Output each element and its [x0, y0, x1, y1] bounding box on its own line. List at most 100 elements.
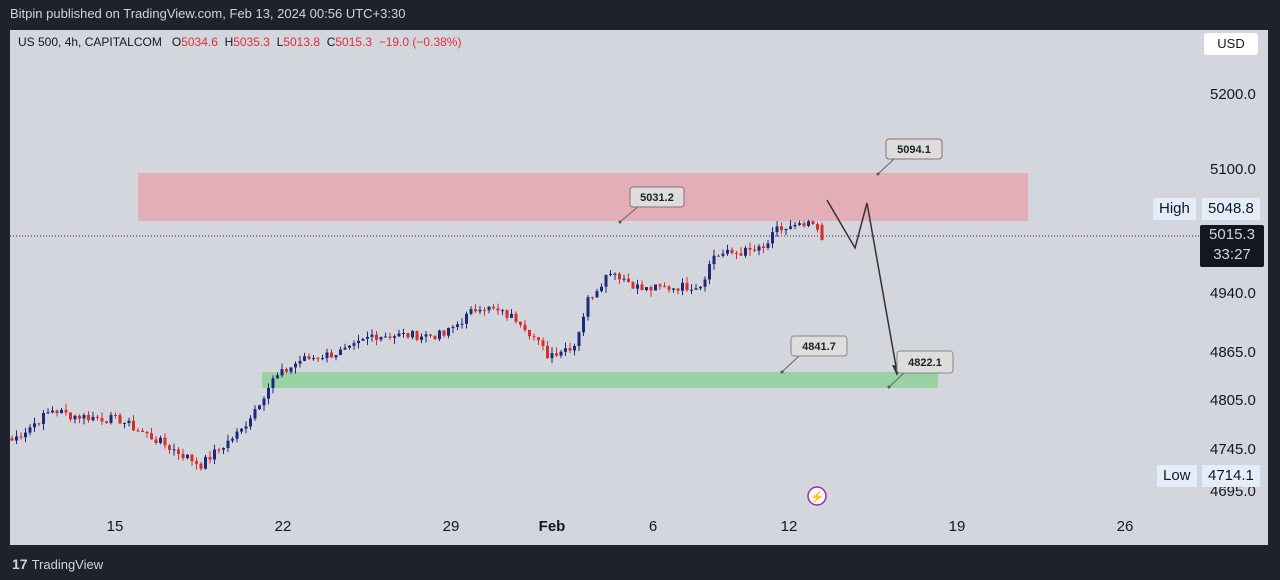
tradingview-logo[interactable]: 17 TradingView [12, 556, 103, 572]
brand-name: TradingView [31, 556, 104, 572]
candle-body [24, 432, 27, 438]
candle-body [546, 345, 549, 359]
candle-body [276, 375, 279, 379]
candle-body [820, 224, 824, 240]
candle-body [564, 348, 567, 352]
symbol-name[interactable]: US 500, 4h, CAPITALCOM [18, 35, 162, 49]
candle-body [285, 369, 288, 372]
candle-body [658, 284, 662, 287]
low-label: L [276, 35, 284, 49]
candle-body [420, 336, 423, 340]
candle-body [568, 348, 572, 351]
candle-body [154, 439, 158, 443]
candle-body [478, 309, 482, 312]
candle-body [595, 291, 599, 298]
callout-4841[interactable]: 4841.7 [780, 335, 848, 374]
candle-body [334, 355, 338, 358]
svg-text:⚡: ⚡ [810, 490, 825, 504]
candle-body [33, 423, 36, 428]
candle-body [600, 286, 603, 292]
candle-body [406, 332, 410, 338]
callout-4822[interactable]: 4822.1 [887, 350, 954, 389]
candle-body [789, 226, 792, 229]
candle-body [447, 327, 450, 336]
candle-body [631, 282, 635, 289]
candle-body [19, 436, 23, 438]
candle-body [298, 360, 302, 364]
candle-body [514, 313, 518, 322]
last-price-tag: 5015.3 33:27 [1200, 225, 1264, 267]
candle-body [622, 278, 626, 280]
candle-body [10, 438, 14, 441]
candle-body [793, 224, 797, 227]
candle-body [654, 284, 657, 291]
candle-body [181, 453, 185, 459]
candle-body [46, 412, 50, 414]
price-tick: 5200.0 [1210, 86, 1256, 103]
candle-body [541, 340, 545, 346]
callout-5031[interactable]: 5031.2 [618, 186, 685, 224]
projection-path[interactable] [826, 199, 898, 373]
candle-body [492, 306, 495, 309]
high-label: H [224, 35, 234, 49]
candle-body [195, 461, 198, 464]
candle-body [109, 414, 113, 423]
candle-body [649, 287, 653, 291]
candle-body [91, 416, 95, 421]
price-tick: 5100.0 [1210, 161, 1256, 178]
candle-body [685, 282, 689, 290]
candle-body [559, 351, 563, 356]
candles [10, 219, 824, 471]
candle-body [748, 247, 752, 250]
last-price-value: 5015.3 [1209, 226, 1255, 243]
resistance-zone[interactable] [138, 173, 1028, 221]
candle-body [780, 226, 783, 231]
candle-body [231, 438, 234, 441]
lightning-event-icon[interactable] [807, 486, 827, 506]
candle-body [433, 335, 437, 340]
high-value: 5035.3 [233, 35, 270, 49]
candle-body [388, 336, 392, 338]
candle-body [726, 249, 729, 254]
candle-body [177, 449, 180, 454]
candle-body [474, 309, 477, 312]
candle-body [510, 313, 513, 318]
price-tick: 4695.0 [1210, 483, 1256, 500]
candle-body [226, 440, 230, 449]
candle-body [366, 336, 369, 339]
candle-body [55, 410, 59, 414]
candle-body [280, 369, 284, 376]
candle-body [532, 336, 536, 338]
candle-body [456, 324, 459, 327]
candle-body [190, 454, 194, 462]
price-tick: 4745.0 [1210, 441, 1256, 458]
candle-body [802, 223, 806, 227]
candle-body [528, 329, 531, 337]
candle-body [325, 352, 329, 359]
support-zone[interactable] [262, 372, 938, 388]
time-tick: 29 [442, 518, 460, 535]
candle-body [217, 449, 221, 451]
candle-body [537, 337, 540, 341]
currency-button[interactable]: USD [1204, 33, 1258, 55]
candle-body [694, 288, 698, 290]
price-tick: 4805.0 [1210, 392, 1256, 409]
price-tick: 4865.0 [1210, 344, 1256, 361]
candle-body [775, 226, 779, 233]
callout-5094[interactable]: 5094.1 [876, 138, 943, 176]
candle-body [739, 253, 743, 256]
candle-body [114, 414, 117, 416]
candle-body [321, 358, 324, 360]
candle-body [487, 306, 491, 311]
candle-body [307, 356, 311, 359]
candle-body [213, 449, 216, 460]
candle-body [73, 415, 77, 420]
candle-body [253, 409, 257, 419]
candle-body [123, 423, 126, 425]
candle-body [550, 353, 554, 359]
candle-body [361, 338, 365, 341]
candle-body [573, 345, 576, 351]
candle-body [505, 310, 509, 318]
candle-body [744, 247, 747, 256]
